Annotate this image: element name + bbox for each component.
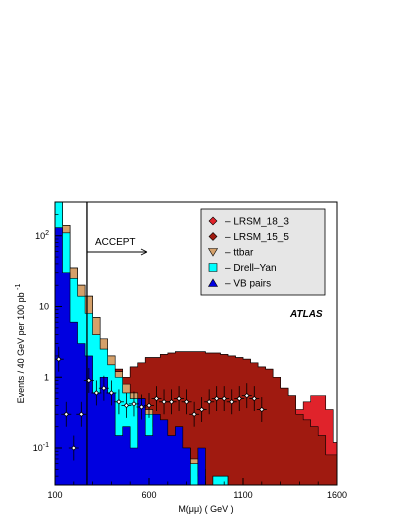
legend-label-0: – LRSM_18_3 — [225, 217, 289, 228]
legend-marker-1 — [208, 232, 218, 241]
axes: 100 600 1100 1600 10-1 1 10 102 M(μμ) ( GeV ) Eve… — [15, 201, 347, 514]
signal-point-26 — [251, 395, 258, 402]
signal-point-24 — [236, 395, 243, 402]
signal-point-17 — [183, 399, 190, 405]
y-tick-label-1: 1 — [44, 372, 49, 382]
x-tick-label-100: 100 — [47, 490, 62, 500]
legend-label-1: – LRSM_15_5 — [225, 232, 289, 243]
plot-area — [55, 202, 337, 485]
signal-point-18 — [191, 411, 197, 418]
histogram-vb-pairs — [55, 227, 337, 485]
legend-box — [200, 208, 326, 296]
y-tick-label-0.1: 10-1 — [33, 442, 49, 453]
signal-point-15 — [168, 399, 175, 405]
signal-point-13 — [153, 395, 160, 402]
legend-label-2: – ttbar — [225, 248, 254, 259]
signal-point-20 — [206, 399, 212, 405]
signal-point-9 — [123, 402, 130, 409]
signal-point-22 — [221, 395, 227, 402]
signal-point-2 — [71, 445, 77, 451]
y-axis-title: Events / 40 GeV per 100 pb -1 — [15, 283, 26, 403]
y-tick-label-10: 10 — [39, 302, 49, 312]
accept-arrow-head — [140, 248, 148, 256]
signal-point-25 — [243, 392, 250, 399]
legend-label-3: – Drell–Yan — [225, 263, 277, 274]
x-tick-label-600: 600 — [141, 490, 156, 500]
signal-point-10 — [131, 401, 137, 407]
signal-point-21 — [213, 395, 220, 402]
signal-point-6 — [101, 385, 107, 391]
legend: – LRSM_18_3 – LRSM_15_5 – ttbar – Drell–Yan… — [200, 208, 326, 296]
signal-point-27 — [259, 406, 265, 413]
legend-marker-3 — [208, 263, 218, 272]
accept-label: ACCEPT — [95, 237, 136, 248]
x-tick-label-1100: 1100 — [233, 490, 252, 500]
signal-point-3 — [78, 411, 85, 418]
signal-point-8 — [116, 399, 122, 405]
signal-point-12 — [146, 402, 152, 409]
legend-marker-2 — [207, 248, 219, 257]
signal-point-7 — [108, 390, 115, 396]
signal-point-11 — [138, 404, 145, 410]
signal-point-5 — [93, 390, 100, 396]
legend-label-4: – VB pairs — [225, 279, 271, 290]
legend-marker-0 — [208, 216, 218, 226]
x-tick-label-1600: 1600 — [327, 490, 347, 500]
signal-point-16 — [176, 395, 182, 402]
signal-point-23 — [228, 399, 235, 405]
x-axis-title: M(μμ) ( GeV ) — [178, 504, 233, 514]
signal-point-19 — [198, 406, 205, 413]
signal-point-14 — [161, 399, 167, 405]
experiment-label: ATLAS — [289, 309, 323, 320]
signal-point-1 — [63, 411, 70, 418]
legend-marker-4 — [207, 278, 219, 287]
signal-point-0 — [55, 356, 62, 362]
y-tick-label-100: 102 — [35, 230, 49, 241]
